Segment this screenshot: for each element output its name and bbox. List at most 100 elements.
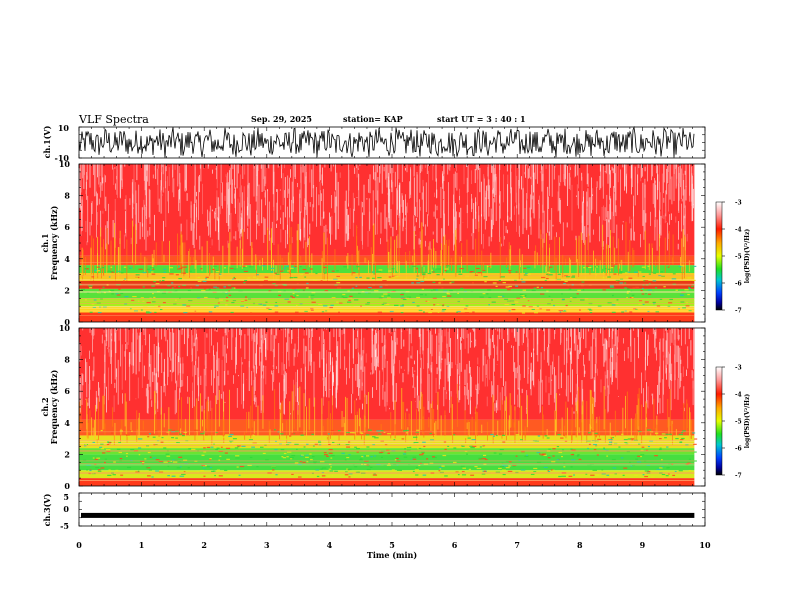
ch2-spectrogram-speckle — [661, 473, 666, 476]
ch1-spectrogram-speckle — [423, 311, 425, 313]
ch2-spectrogram-streak — [143, 365, 145, 377]
ch1-spectrogram-streak — [506, 164, 508, 172]
ch1-spectrogram-streak — [524, 208, 526, 228]
ch1-spectrogram-speckle — [131, 299, 135, 302]
ch2-spectrogram-streak — [431, 361, 433, 408]
ch1-spectrogram-streak — [637, 164, 639, 184]
ch1-spectrogram-speckle — [580, 285, 585, 287]
ch1-spectrogram-band — [79, 265, 695, 274]
ch2-spectrogram-speckle — [138, 454, 141, 456]
ch1-spectrogram-streak — [559, 198, 561, 222]
ch1-spectrogram-spike — [372, 225, 374, 264]
ch1-spectrogram-streak — [380, 212, 382, 234]
ch2-spectrogram-streak — [408, 328, 410, 372]
ch1-spectrogram-streak — [121, 164, 123, 189]
ch1-spectrogram-streak — [348, 164, 350, 204]
ch1-spectrogram-speckle — [186, 305, 191, 307]
ch2-spectrogram-spike — [246, 412, 247, 433]
ch2-spectrogram-speckle — [95, 441, 98, 443]
ch2-spectrogram-streak — [224, 344, 226, 385]
ch2-spectrogram-streak — [198, 356, 200, 397]
ch1-spectrogram-speckle — [227, 284, 231, 287]
ch2-spectrogram-streak — [470, 400, 471, 415]
ch2-spectrogram-streak — [356, 398, 357, 401]
ch1-spectrogram-streak — [117, 169, 118, 198]
ch1-spectrogram-streak — [419, 199, 420, 228]
ch1-spectrogram-speckle — [274, 311, 279, 313]
ch2-spectrogram-streak — [669, 329, 671, 366]
ch1-spectrogram-streak — [160, 164, 162, 173]
ch2-spectrogram-streak — [426, 328, 428, 331]
ch1-spectrogram-spike — [625, 221, 627, 266]
ch1-spectrogram-spike — [682, 229, 684, 273]
ch1-spectrogram-speckle — [289, 277, 294, 279]
ch2-spectrogram-streak — [126, 342, 128, 350]
ch2-spectrogram-streak — [227, 328, 229, 346]
ch2-spectrogram-speckle — [609, 473, 612, 475]
ch1-spectrogram-speckle — [418, 309, 423, 312]
ch1-spectrogram-speckle — [88, 285, 93, 287]
ch1-spectrogram-spike — [147, 270, 149, 278]
ch2-spectrogram-spike — [672, 424, 673, 445]
ch2-spectrogram-speckle — [647, 445, 650, 448]
ch1-spectrogram-streak — [233, 236, 235, 239]
ch1-spectrogram-streak — [372, 190, 374, 226]
ch2-spectrogram-streak — [630, 329, 632, 362]
ch2-spectrogram-speckle — [217, 429, 219, 431]
ch1-spectrogram-speckle — [341, 296, 344, 298]
ch1-spectrogram-speckle — [421, 272, 426, 274]
ch1-spectrogram-streak — [265, 190, 266, 206]
ch1-spectrogram-spike — [481, 250, 483, 276]
ch1-spectrogram-streak — [466, 177, 468, 182]
ch1-spectrogram-streak — [422, 179, 424, 226]
ch1-spectrogram-streak — [216, 164, 218, 189]
ch1-spectrogram-speckle — [442, 295, 446, 298]
ch2-spectrogram-speckle — [188, 448, 192, 450]
ch2-spectrogram-spike — [252, 434, 254, 441]
ch2-spectrogram-speckle — [324, 454, 328, 456]
ch1-spectrogram-streak — [97, 212, 98, 225]
ch1-spectrogram-streak — [174, 164, 176, 170]
ch1-spectrogram-speckle — [247, 277, 251, 279]
ch2-spectrogram-streak — [298, 328, 299, 353]
ch2-spectrogram-speckle — [439, 468, 442, 470]
ch1-spectrogram-spike — [542, 238, 544, 280]
ch1-spectrogram-speckle — [290, 295, 293, 297]
ch2-spectrogram-speckle — [217, 435, 222, 437]
ch1-spectrogram-streak — [319, 164, 321, 182]
ch1-spectrogram-speckle — [371, 277, 375, 279]
ch1-spectrogram-speckle — [262, 304, 267, 306]
ch1-spectrogram-speckle — [329, 306, 333, 309]
ch1-spectrogram-streak — [304, 206, 305, 228]
ch1-spectrogram-speckle — [526, 273, 531, 275]
ch1-spectrogram-streak — [518, 203, 520, 235]
ch2-spectrogram-spike — [203, 410, 205, 439]
ch2-spectrogram-streak — [247, 328, 249, 336]
ch2-spectrogram-speckle — [482, 457, 487, 460]
ch2-spectrogram-streak — [117, 359, 119, 405]
ch2-spectrogram-speckle — [468, 468, 472, 470]
ch2-spectrogram-streak — [285, 328, 287, 338]
ch2-spectrogram-streak — [431, 334, 433, 357]
ch2-spectrogram-spike — [314, 397, 316, 438]
ch1-spectrogram-speckle — [285, 265, 290, 267]
ch1-spectrogram-streak — [160, 185, 162, 193]
ch2-spectrogram-speckle — [289, 435, 292, 437]
ch2-spectrogram-spike — [456, 383, 458, 428]
ch1-spectrogram-speckle — [265, 301, 268, 303]
ch2-spectrogram-streak — [456, 363, 458, 394]
ch2-spectrogram-streak — [604, 338, 606, 363]
ch1-spectrogram-streak — [640, 166, 642, 182]
ch1-spectrogram-speckle — [258, 303, 263, 305]
ch2-spectrogram-streak — [251, 370, 253, 386]
ch2-spectrogram-streak — [283, 378, 285, 414]
ch1-spectrogram-streak — [102, 210, 104, 214]
ch1-spectrogram-speckle — [388, 270, 392, 272]
ch2-spectrogram-streak — [364, 366, 366, 398]
ch2-colorbar-ticks: -3-4-5-6-7 — [722, 365, 742, 480]
ch1-spectrogram-streak — [112, 220, 114, 238]
ch1-spectrogram-speckle — [352, 272, 356, 274]
ch1-spectrogram-speckle — [442, 304, 445, 306]
ch1-spectrogram-streak — [84, 164, 85, 175]
